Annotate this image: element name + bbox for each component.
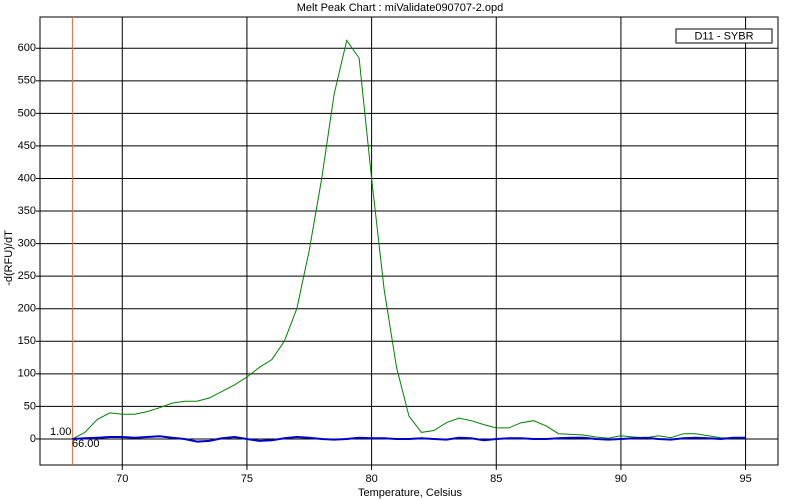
y-tick-label: 350 xyxy=(18,205,36,217)
chart-title: Melt Peak Chart : miValidate090707-2.opd xyxy=(297,2,503,14)
series-line xyxy=(72,39,746,440)
y-tick-label: 0 xyxy=(30,433,36,445)
x-tick-label: 90 xyxy=(615,473,627,485)
x-tick-label: 85 xyxy=(490,473,502,485)
y-tick-label: 100 xyxy=(18,368,36,380)
y-tick-label: 200 xyxy=(18,303,36,315)
y-tick-label: 250 xyxy=(18,270,36,282)
y-tick-label: 50 xyxy=(24,400,36,412)
y-tick-label: 300 xyxy=(18,238,36,250)
y-tick-label: 150 xyxy=(18,335,36,347)
y-tick-label: 450 xyxy=(18,140,36,152)
series-line xyxy=(72,435,746,443)
legend-box xyxy=(675,28,773,44)
x-axis-label: Temperature, Celsius xyxy=(358,487,462,499)
x-tick-label: 80 xyxy=(365,473,377,485)
x-tick-label: 75 xyxy=(241,473,253,485)
annotation: 66.00 xyxy=(72,438,100,450)
y-tick-label: 600 xyxy=(18,42,36,54)
x-tick-label: 95 xyxy=(739,473,751,485)
y-tick-label: 500 xyxy=(18,107,36,119)
annotation: 1.00 xyxy=(50,426,71,438)
y-tick-label: 550 xyxy=(18,75,36,87)
x-tick-label: 70 xyxy=(116,473,128,485)
y-tick-label: 400 xyxy=(18,172,36,184)
y-axis-label: -d(RFU)/dT xyxy=(3,230,15,286)
legend-label: D11 - SYBR xyxy=(694,30,753,42)
plot-border xyxy=(39,16,779,466)
